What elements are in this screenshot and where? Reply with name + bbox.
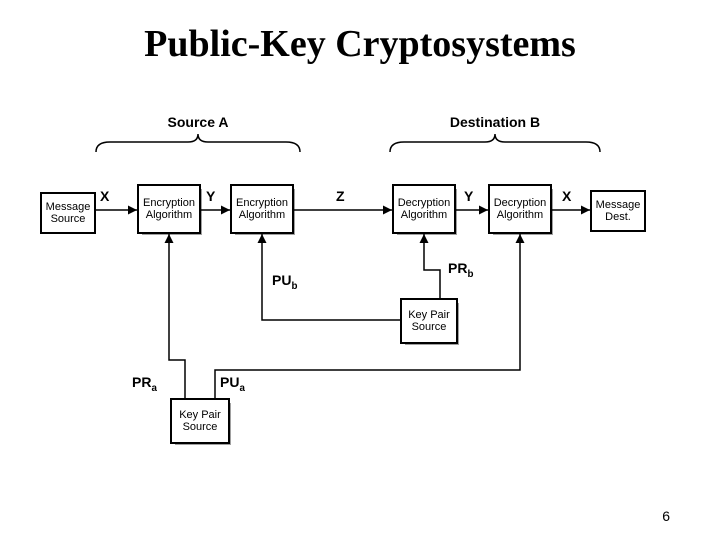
box-message-dest: MessageDest. bbox=[590, 190, 646, 232]
box-key-pair-source-b: Key PairSource bbox=[400, 298, 458, 344]
box-encryption-2: EncryptionAlgorithm bbox=[230, 184, 294, 234]
diagram-lines bbox=[40, 120, 680, 480]
page-title: Public-Key Cryptosystems bbox=[0, 22, 720, 66]
box-message-source: MessageSource bbox=[40, 192, 96, 234]
region-source-label: Source A bbox=[96, 114, 300, 130]
edge-label-pua: PUa bbox=[220, 374, 245, 394]
region-destination-label: Destination B bbox=[390, 114, 600, 130]
box-decryption-2: DecryptionAlgorithm bbox=[488, 184, 552, 234]
box-decryption-1: DecryptionAlgorithm bbox=[392, 184, 456, 234]
edge-label-prb: PRb bbox=[448, 260, 473, 280]
edge-label-y1: Y bbox=[206, 188, 215, 204]
edge-label-pub: PUb bbox=[272, 272, 297, 292]
box-encryption-1: EncryptionAlgorithm bbox=[137, 184, 201, 234]
edge-label-z: Z bbox=[336, 188, 345, 204]
flowchart: Source A Destination B MessageSource Enc… bbox=[40, 120, 680, 480]
edge-label-pra: PRa bbox=[132, 374, 157, 394]
edge-label-x1: X bbox=[100, 188, 109, 204]
edge-label-y2: Y bbox=[464, 188, 473, 204]
box-key-pair-source-a: Key PairSource bbox=[170, 398, 230, 444]
page-number: 6 bbox=[662, 508, 670, 524]
edge-label-x2: X bbox=[562, 188, 571, 204]
